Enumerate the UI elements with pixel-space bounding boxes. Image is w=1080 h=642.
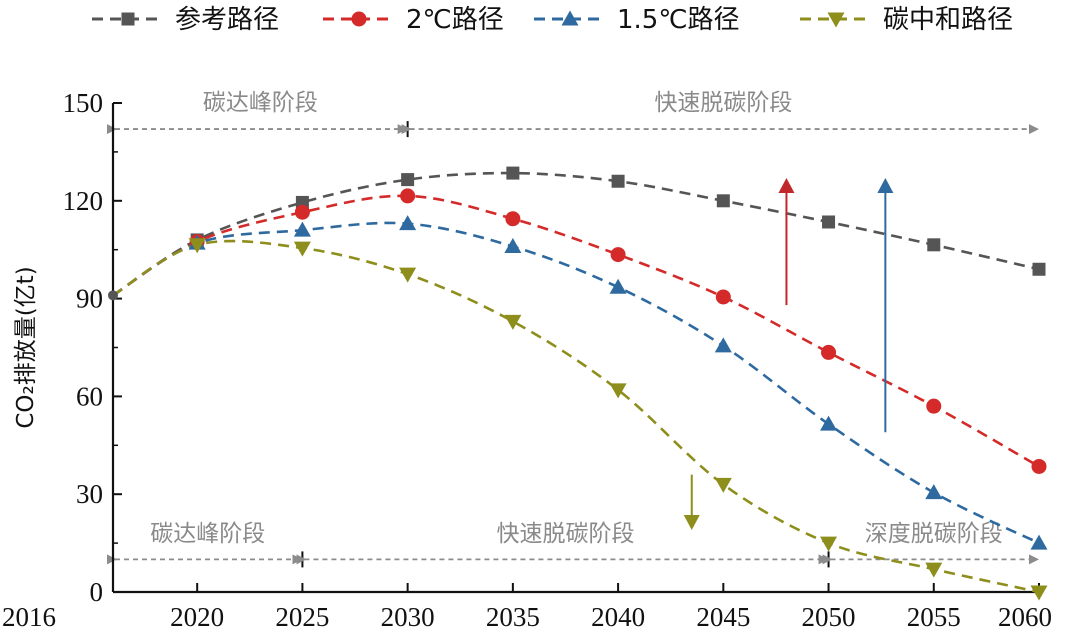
- annotation-arrows: [683, 177, 894, 531]
- legend-item: 参考路径: [92, 5, 279, 35]
- data-point: [293, 221, 311, 237]
- data-point: [1030, 534, 1048, 550]
- series-2: [112, 194, 1040, 468]
- data-point: [505, 211, 521, 227]
- arrow-head: [778, 177, 795, 193]
- data-point: [926, 398, 942, 414]
- x-tick-label: 2035: [486, 602, 540, 632]
- data-point: [400, 188, 416, 204]
- legend-label: 2℃路径: [406, 5, 504, 35]
- phase-bottom-1: 碳达峰阶段: [107, 521, 303, 565]
- series-2-points: [189, 188, 1047, 474]
- y-axis-title: CO₂排放量(亿t): [13, 266, 39, 428]
- y-tick-label: 120: [63, 186, 104, 216]
- data-point: [188, 238, 206, 254]
- series-line: [112, 171, 1040, 297]
- phase-label: 深度脱碳阶段: [865, 521, 1003, 547]
- data-point: [821, 344, 837, 360]
- series-layer: [108, 166, 1048, 601]
- data-point: [716, 194, 730, 208]
- x-tick-label: 2020: [170, 602, 224, 632]
- arrow-head: [683, 515, 700, 531]
- arrow-head: [877, 177, 894, 193]
- x-tick-label: 2025: [275, 602, 329, 632]
- data-point: [399, 267, 417, 283]
- series-1: [112, 171, 1040, 297]
- data-point: [715, 289, 731, 305]
- legend-marker: [561, 10, 579, 26]
- phase-top-2: 快速脱碳阶段: [401, 90, 1039, 135]
- legend-item: 1.5℃路径: [534, 5, 740, 35]
- legend-marker: [351, 11, 367, 27]
- data-point: [927, 238, 941, 252]
- legend-marker: [121, 12, 135, 26]
- x-tick-label: 2045: [696, 602, 750, 632]
- data-point: [294, 204, 310, 220]
- x-tick-label: 2050: [802, 602, 856, 632]
- phase-bottom-3: 深度脱碳阶段: [822, 521, 1039, 565]
- data-point: [820, 415, 838, 431]
- y-tick-label: 150: [63, 88, 104, 118]
- y-tick-label: 90: [76, 284, 103, 314]
- series-4-points: [188, 238, 1048, 601]
- series-1-points: [190, 166, 1046, 276]
- data-point: [1031, 458, 1047, 474]
- series-3: [112, 221, 1040, 545]
- phase-label: 快速脱碳阶段: [654, 90, 792, 116]
- phase-label: 碳达峰阶段: [203, 90, 318, 116]
- data-point: [293, 241, 311, 257]
- x-tick-label: 2060: [998, 602, 1052, 632]
- y-tick-label: 30: [76, 479, 103, 509]
- red-up-arrow: [778, 177, 795, 306]
- olive-down-arrow: [683, 474, 700, 531]
- start-point: [108, 290, 118, 301]
- data-point: [609, 383, 627, 399]
- data-point: [401, 173, 415, 187]
- series-line: [112, 194, 1040, 468]
- legend: 参考路径 2℃路径 1.5℃路径 碳中和路径: [92, 5, 1013, 35]
- data-point: [1032, 262, 1046, 276]
- legend-marker: [827, 12, 845, 28]
- data-point: [506, 166, 520, 180]
- phase-top-1: 碳达峰阶段: [107, 90, 408, 135]
- y-tick-label: 0: [90, 577, 104, 607]
- series-3-points: [188, 215, 1048, 550]
- phase-label: 碳达峰阶段: [150, 521, 265, 547]
- data-point: [399, 215, 417, 231]
- x-tick-label: 2040: [591, 602, 645, 632]
- legend-item: 2℃路径: [323, 5, 504, 35]
- data-point: [714, 337, 732, 353]
- data-point: [714, 477, 732, 493]
- data-point: [1030, 585, 1048, 601]
- legend-label: 碳中和路径: [883, 5, 1013, 35]
- series-4: [112, 239, 1040, 594]
- legend-label: 参考路径: [175, 5, 279, 35]
- axes: 0 30 60 90 120 150 2016 2020 2025 2030 2035 2040 204…: [2, 88, 1052, 632]
- series-line: [112, 221, 1040, 545]
- data-point: [504, 237, 522, 253]
- phase-label: 快速脱碳阶段: [496, 521, 634, 547]
- data-point: [609, 278, 627, 294]
- legend-label: 1.5℃路径: [617, 5, 740, 35]
- phase-bottom-2: 快速脱碳阶段: [296, 521, 829, 565]
- data-point: [820, 536, 838, 552]
- series-line: [112, 239, 1040, 594]
- data-point: [822, 215, 836, 229]
- data-point: [610, 247, 626, 263]
- legend-item: 碳中和路径: [800, 5, 1013, 35]
- blue-up-arrow: [877, 177, 894, 433]
- x-tick-label: 2030: [381, 602, 435, 632]
- data-point: [925, 484, 943, 500]
- data-point: [925, 562, 943, 578]
- x-tick-label: 2016: [2, 602, 56, 632]
- data-point: [611, 174, 625, 188]
- data-point: [504, 314, 522, 330]
- y-tick-label: 60: [76, 381, 103, 411]
- x-tick-label: 2055: [907, 602, 961, 632]
